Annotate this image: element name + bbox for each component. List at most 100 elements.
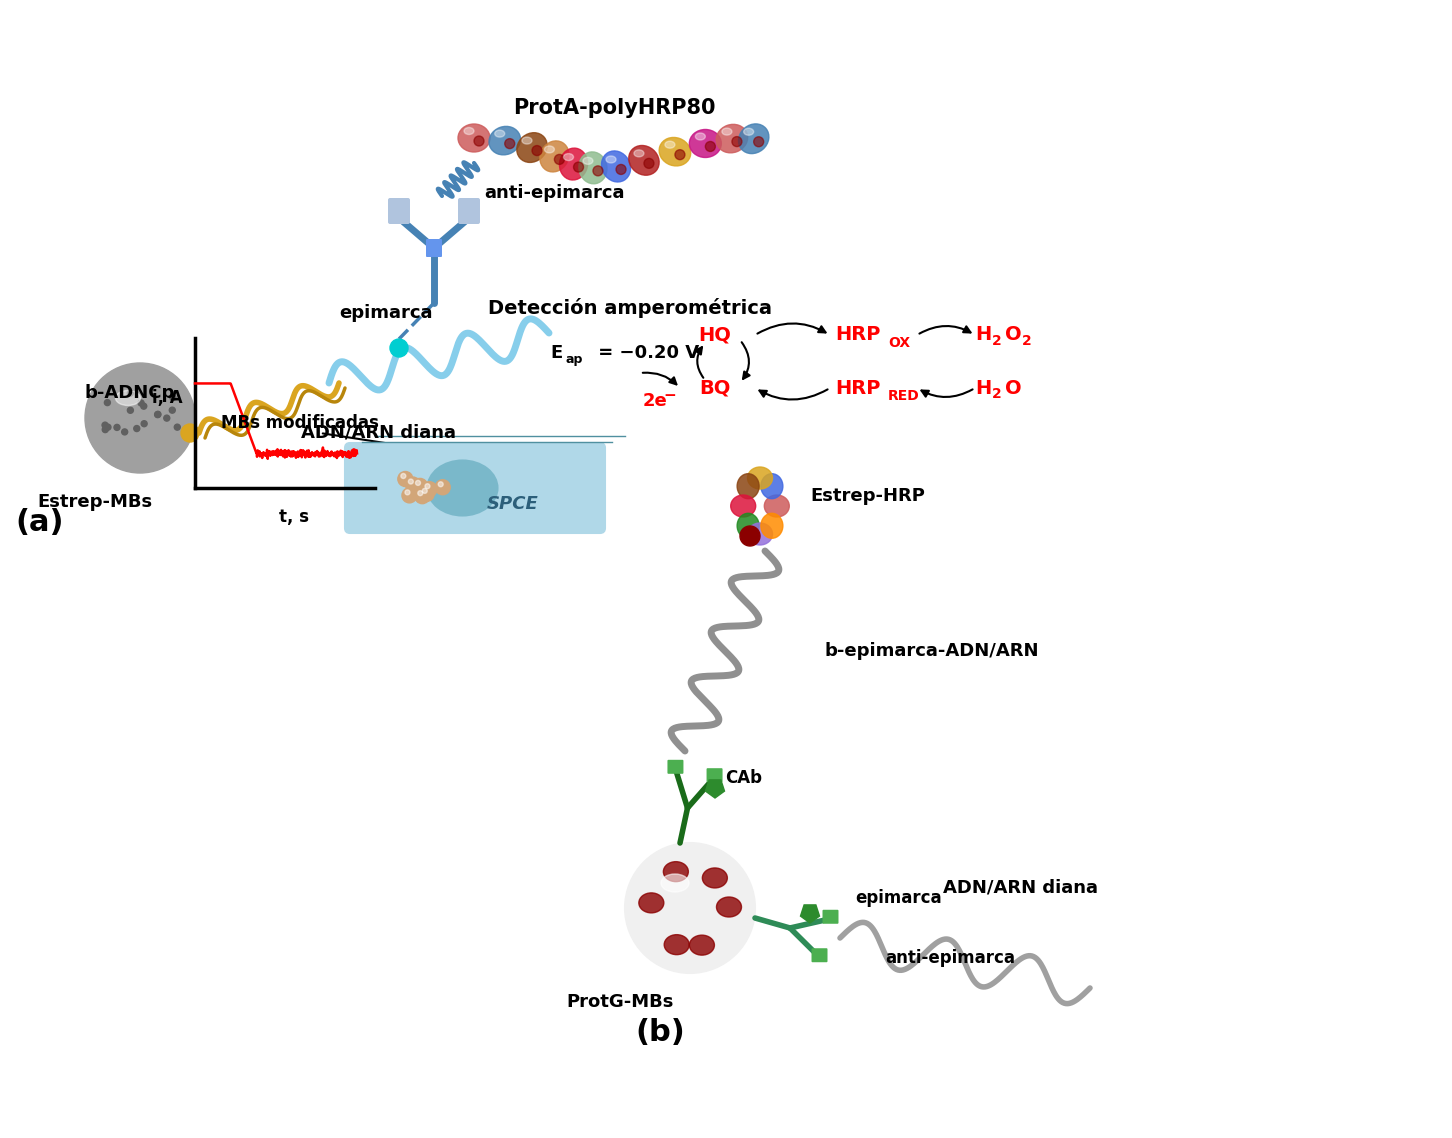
Ellipse shape: [743, 129, 754, 135]
FancyBboxPatch shape: [346, 443, 605, 533]
Text: Estrep-HRP: Estrep-HRP: [810, 487, 925, 505]
Circle shape: [113, 424, 121, 430]
Text: OX: OX: [889, 336, 910, 351]
Ellipse shape: [739, 124, 770, 154]
Circle shape: [531, 146, 542, 156]
Text: HRP: HRP: [835, 325, 880, 345]
Circle shape: [741, 526, 759, 546]
Ellipse shape: [764, 495, 790, 517]
Ellipse shape: [563, 154, 574, 160]
Text: −: −: [664, 388, 677, 403]
Text: ProtG-MBs: ProtG-MBs: [566, 993, 674, 1011]
Circle shape: [154, 412, 161, 418]
Text: MBs modificadas: MBs modificadas: [221, 414, 379, 432]
Circle shape: [402, 488, 417, 503]
Circle shape: [174, 424, 180, 430]
Circle shape: [706, 141, 716, 151]
Circle shape: [105, 424, 110, 430]
Circle shape: [122, 429, 128, 435]
Ellipse shape: [639, 893, 664, 913]
Ellipse shape: [427, 461, 498, 516]
Circle shape: [105, 399, 110, 405]
Ellipse shape: [661, 874, 690, 892]
Circle shape: [436, 480, 450, 495]
Text: E: E: [550, 344, 562, 362]
Ellipse shape: [601, 151, 630, 182]
Text: anti-epimarca: anti-epimarca: [886, 949, 1015, 967]
FancyBboxPatch shape: [668, 760, 684, 774]
Circle shape: [164, 415, 170, 421]
Ellipse shape: [690, 130, 722, 157]
Text: = −0.20 V: = −0.20 V: [592, 344, 698, 362]
Circle shape: [398, 471, 412, 487]
Text: 2e: 2e: [643, 391, 668, 410]
Circle shape: [592, 166, 603, 176]
Circle shape: [138, 399, 144, 406]
Ellipse shape: [716, 124, 748, 152]
Ellipse shape: [748, 467, 772, 489]
FancyBboxPatch shape: [822, 909, 838, 924]
Ellipse shape: [523, 137, 531, 145]
Circle shape: [732, 137, 742, 147]
Polygon shape: [800, 905, 819, 923]
Text: Estrep-MBs: Estrep-MBs: [38, 493, 152, 511]
Text: epimarca: epimarca: [338, 304, 433, 322]
Ellipse shape: [582, 157, 592, 164]
Circle shape: [155, 411, 161, 418]
Ellipse shape: [540, 141, 569, 172]
Ellipse shape: [738, 473, 759, 498]
Circle shape: [616, 165, 626, 174]
Circle shape: [418, 490, 423, 496]
Ellipse shape: [696, 133, 706, 140]
Text: HRP: HRP: [835, 379, 880, 397]
Text: 2: 2: [992, 333, 1002, 348]
Text: Detección amperométrica: Detección amperométrica: [488, 298, 772, 318]
Text: ProtA-polyHRP80: ProtA-polyHRP80: [513, 98, 716, 118]
Circle shape: [425, 484, 430, 488]
Ellipse shape: [605, 156, 616, 163]
FancyBboxPatch shape: [457, 198, 481, 224]
Ellipse shape: [761, 513, 783, 538]
Circle shape: [420, 486, 434, 502]
Ellipse shape: [579, 151, 607, 184]
Ellipse shape: [559, 148, 588, 180]
Text: b-epimarca-ADN/ARN: b-epimarca-ADN/ARN: [825, 642, 1040, 660]
Text: 2: 2: [992, 387, 1002, 401]
Ellipse shape: [716, 897, 742, 917]
Text: epimarca: epimarca: [855, 889, 942, 907]
Circle shape: [128, 407, 134, 413]
FancyBboxPatch shape: [707, 768, 723, 782]
Text: i, A: i, A: [152, 389, 183, 407]
Ellipse shape: [722, 129, 732, 135]
Ellipse shape: [748, 523, 772, 545]
Text: BQ: BQ: [700, 379, 730, 397]
FancyBboxPatch shape: [388, 198, 409, 224]
Circle shape: [86, 363, 195, 473]
Circle shape: [134, 426, 139, 431]
Ellipse shape: [664, 934, 690, 955]
Text: SPCE: SPCE: [486, 495, 539, 513]
Ellipse shape: [457, 124, 489, 152]
Text: ap: ap: [565, 354, 582, 366]
Circle shape: [182, 424, 199, 442]
Text: CAb: CAb: [725, 769, 762, 787]
Circle shape: [624, 843, 755, 973]
Circle shape: [415, 480, 421, 486]
Ellipse shape: [489, 126, 520, 155]
Circle shape: [170, 407, 176, 413]
Text: HQ: HQ: [698, 325, 732, 345]
Circle shape: [574, 162, 584, 172]
Ellipse shape: [664, 861, 688, 882]
Ellipse shape: [730, 495, 755, 517]
Ellipse shape: [116, 390, 141, 405]
Text: H: H: [974, 325, 992, 345]
Text: (a): (a): [15, 508, 64, 537]
Circle shape: [643, 158, 653, 168]
Circle shape: [754, 137, 764, 147]
Text: 2: 2: [1022, 333, 1032, 348]
Text: H: H: [974, 379, 992, 397]
Ellipse shape: [665, 141, 675, 148]
Text: O: O: [1005, 325, 1022, 345]
Circle shape: [675, 150, 685, 159]
Ellipse shape: [703, 868, 727, 888]
